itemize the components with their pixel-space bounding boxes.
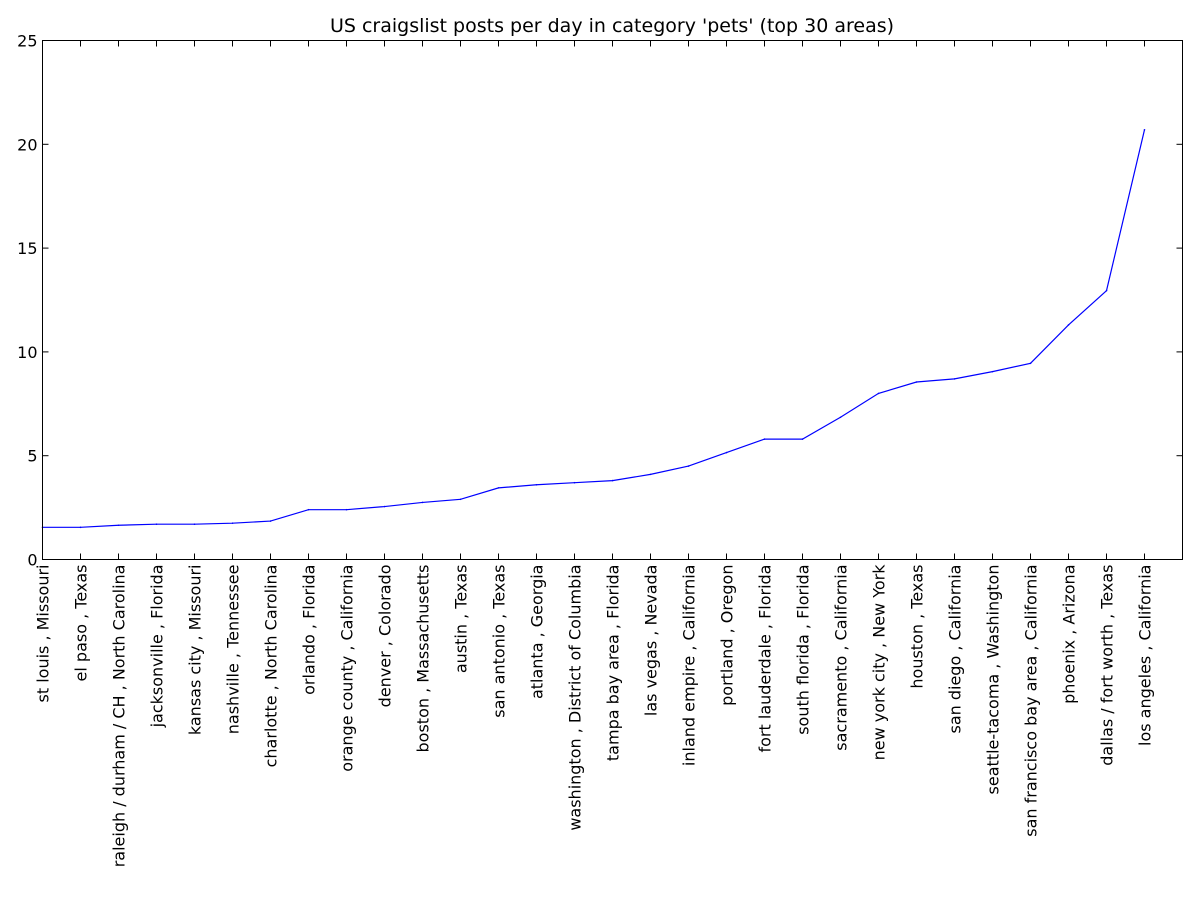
x-tick-label: st louis , Missouri [34,565,53,703]
data-point [1067,324,1070,326]
data-point [535,483,538,486]
data-point [839,416,842,419]
x-tick-label: charlotte , North Carolina [262,565,281,768]
x-tick-label: fort lauderdale , Florida [756,565,775,753]
data-point [193,523,196,526]
x-tick-label: san diego , California [946,565,965,734]
y-tick-label: 20 [17,135,37,154]
data-point [79,526,82,529]
x-tick-label: los angeles , California [1136,565,1155,746]
data-point [877,392,880,395]
x-tick-label: phoenix , Arizona [1060,565,1079,704]
data-point [611,479,614,482]
data-point [725,451,728,454]
x-tick-label: boston , Massachusetts [414,565,433,753]
data-point [269,520,272,522]
data-point [459,498,462,501]
x-tick-label: inland empire , California [680,565,699,767]
x-tick-label: nashville , Tennessee [224,565,243,735]
data-point [497,487,500,489]
y-tick-label: 0 [27,551,37,570]
x-tick-label: houston , Texas [908,565,927,689]
data-point [1105,289,1108,292]
x-tick-label: san francisco bay area , California [1022,565,1041,837]
x-tick-label: las vegas , Nevada [642,565,661,717]
x-tick-label: tampa bay area , Florida [604,565,623,762]
series-line [42,129,1146,528]
chart-title: US craigslist posts per day in category … [330,15,894,37]
x-tick-label: atlanta , Georgia [528,565,547,700]
x-tick-label: seattle-tacoma , Washington [984,565,1003,795]
data-point [687,465,690,467]
data-point [307,508,310,511]
x-tick-label: dallas / fort worth , Texas [1098,565,1117,766]
tick-labels: 0 5 10 15 20 25 st louis , Missouri el paso , T… [17,32,1154,868]
y-tick-label: 10 [17,343,37,362]
data-point [649,473,652,476]
x-tick-label: jacksonville , Florida [148,565,167,729]
data-point [421,501,424,504]
x-tick-label: orlando , Florida [300,565,319,695]
data-point [573,481,576,484]
data-point [915,381,918,383]
x-tick-label: new york city , New York [870,564,889,761]
x-tick-label: washington , District of Columbia [566,565,585,831]
data-point [1029,362,1032,365]
ticks [42,40,1183,560]
y-tick-label: 25 [17,32,37,51]
data-point [117,524,120,527]
x-tick-label: orange county , California [338,565,357,772]
data-point [991,370,994,373]
x-tick-label: san antonio , Texas [490,565,509,718]
x-tick-label: portland , Oregon [718,565,737,706]
x-tick-label: el paso , Texas [72,565,91,682]
y-tick-label: 5 [27,447,37,466]
y-tick-label: 15 [17,239,37,258]
data-point [801,438,804,440]
x-tick-label: sacramento , California [832,565,851,751]
data-point [231,522,234,524]
plot-frame [42,40,1183,560]
data-point [953,378,956,380]
x-tick-label: austin , Texas [452,565,471,674]
data-point [763,438,766,440]
x-tick-label: denver , Colorado [376,565,395,708]
data-point [155,523,158,526]
x-tick-label: south florida , Florida [794,565,813,735]
data-point [383,505,386,508]
series-layer [41,128,1146,529]
x-tick-label: kansas city , Missouri [186,565,205,736]
data-point [345,508,348,511]
data-point [1143,128,1146,131]
x-tick-label: raleigh / durham / CH , North Carolina [110,565,129,868]
